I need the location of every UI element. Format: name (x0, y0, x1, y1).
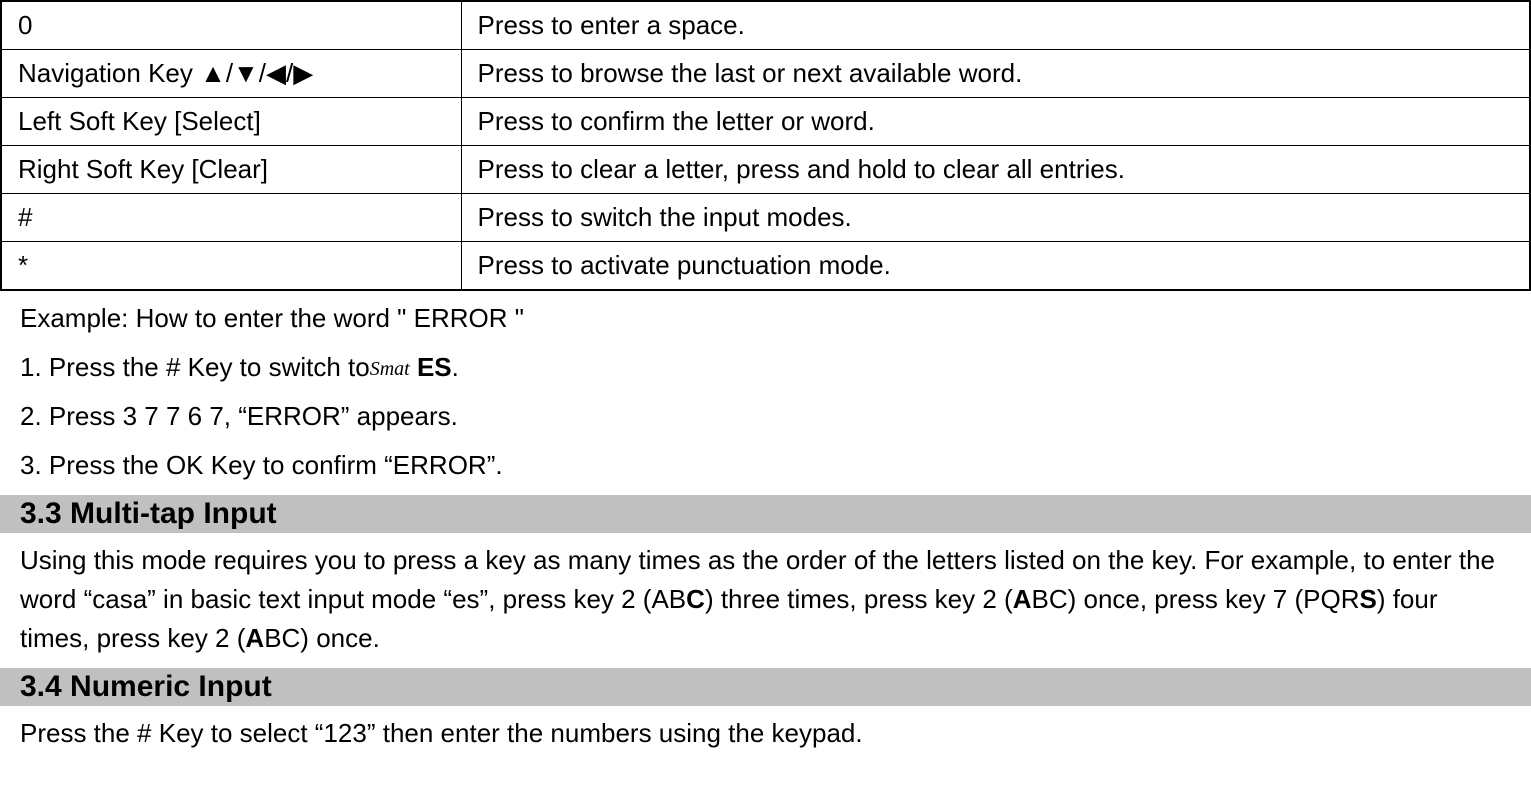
para-bold: C (686, 584, 705, 614)
desc-cell: Press to clear a letter, press and hold … (461, 146, 1530, 194)
section-heading-3-3: 3.3 Multi-tap Input (0, 495, 1531, 533)
section-heading-3-4: 3.4 Numeric Input (0, 668, 1531, 706)
para-bold: A (245, 623, 264, 653)
desc-cell: Press to activate punctuation mode. (461, 242, 1530, 291)
step1-prefix: 1. Press the # Key to switch to (20, 352, 370, 382)
table-row: Navigation Key ▲/▼/◀/▶ Press to browse t… (1, 50, 1530, 98)
key-cell: Right Soft Key [Clear] (1, 146, 461, 194)
table-row: Left Soft Key [Select] Press to confirm … (1, 98, 1530, 146)
key-cell: * (1, 242, 461, 291)
key-function-table: 0 Press to enter a space. Navigation Key… (0, 0, 1531, 291)
example-step-2: 2. Press 3 7 7 6 7, “ERROR” appears. (20, 397, 1511, 436)
example-title: Example: How to enter the word " ERROR " (20, 299, 1511, 338)
example-section: Example: How to enter the word " ERROR "… (0, 291, 1531, 485)
nav-key-label: Navigation Key ▲/▼/◀/▶ (18, 58, 313, 88)
para-text: ) three times, press key 2 ( (705, 584, 1013, 614)
desc-cell: Press to enter a space. (461, 1, 1530, 50)
multitap-paragraph: Using this mode requires you to press a … (20, 541, 1511, 658)
para-bold: A (1013, 584, 1032, 614)
para-text: BC) once, press key 7 (PQR (1031, 584, 1359, 614)
key-cell: # (1, 194, 461, 242)
step1-end: . (452, 352, 459, 382)
desc-cell: Press to browse the last or next availab… (461, 50, 1530, 98)
section-3-3-content: Using this mode requires you to press a … (0, 533, 1531, 658)
numeric-paragraph: Press the # Key to select “123” then ent… (20, 714, 1511, 753)
table-row: # Press to switch the input modes. (1, 194, 1530, 242)
desc-cell: Press to confirm the letter or word. (461, 98, 1530, 146)
para-bold: S (1359, 584, 1376, 614)
key-cell: Left Soft Key [Select] (1, 98, 461, 146)
step1-bold: ES (410, 352, 452, 382)
section-3-4-content: Press the # Key to select “123” then ent… (0, 706, 1531, 753)
table-row: Right Soft Key [Clear] Press to clear a … (1, 146, 1530, 194)
para-text: BC) once. (264, 623, 380, 653)
smart-mode-icon: Smat (370, 359, 410, 379)
example-step-3: 3. Press the OK Key to confirm “ERROR”. (20, 446, 1511, 485)
table-row: 0 Press to enter a space. (1, 1, 1530, 50)
table-row: * Press to activate punctuation mode. (1, 242, 1530, 291)
key-cell: Navigation Key ▲/▼/◀/▶ (1, 50, 461, 98)
key-cell: 0 (1, 1, 461, 50)
desc-cell: Press to switch the input modes. (461, 194, 1530, 242)
example-step-1: 1. Press the # Key to switch toSmat ES. (20, 348, 1511, 387)
